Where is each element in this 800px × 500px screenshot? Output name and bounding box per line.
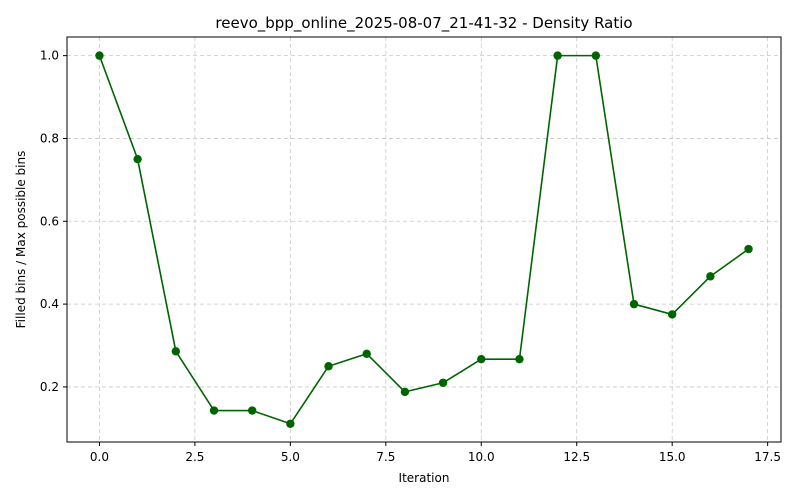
y-tick-label: 0.4 xyxy=(40,297,59,311)
x-tick-label: 10.0 xyxy=(468,450,495,464)
data-point xyxy=(171,347,181,356)
data-point xyxy=(133,154,142,164)
data-point xyxy=(286,419,295,428)
data-point xyxy=(667,310,677,319)
x-axis: 0.0 2.5 5.0 7.5 10.0 12.5 15.0 17.5 xyxy=(90,442,781,464)
x-tick-label: 2.5 xyxy=(185,450,204,464)
x-tick-label: 0.0 xyxy=(90,450,109,464)
x-tick-label: 5.0 xyxy=(281,450,300,464)
data-point xyxy=(438,378,448,387)
chart-title: reevo_bpp_online_2025-08-07_21-41-32 - D… xyxy=(215,14,632,33)
x-tick-label: 15.0 xyxy=(659,450,686,464)
data-point xyxy=(629,299,639,309)
plot-frame xyxy=(66,36,782,443)
data-point xyxy=(209,406,219,415)
y-tick-label: 0.6 xyxy=(40,214,59,228)
x-axis-label: Iteration xyxy=(399,471,450,485)
data-point xyxy=(247,406,257,415)
data-point xyxy=(553,51,562,60)
data-point xyxy=(591,51,601,60)
data-point xyxy=(324,362,333,371)
data-point xyxy=(744,244,753,254)
data-point xyxy=(706,272,715,281)
data-point xyxy=(400,387,410,397)
y-axis-label: Filled bins / Max possible bins xyxy=(14,151,28,329)
x-tick-label: 17.5 xyxy=(754,450,781,464)
x-tick-label: 7.5 xyxy=(376,450,395,464)
y-tick-label: 0.2 xyxy=(40,380,59,394)
data-point xyxy=(515,354,524,364)
y-axis: 0.2 0.4 0.6 0.8 1.0 xyxy=(40,49,67,394)
y-tick-label: 0.8 xyxy=(40,131,59,145)
data-point xyxy=(477,354,486,364)
data-point xyxy=(95,51,104,60)
series-line xyxy=(98,54,750,425)
data-point xyxy=(362,349,371,358)
grid xyxy=(67,37,781,442)
x-tick-label: 12.5 xyxy=(563,450,590,464)
y-tick-label: 1.0 xyxy=(40,49,59,63)
series-group xyxy=(95,51,753,428)
